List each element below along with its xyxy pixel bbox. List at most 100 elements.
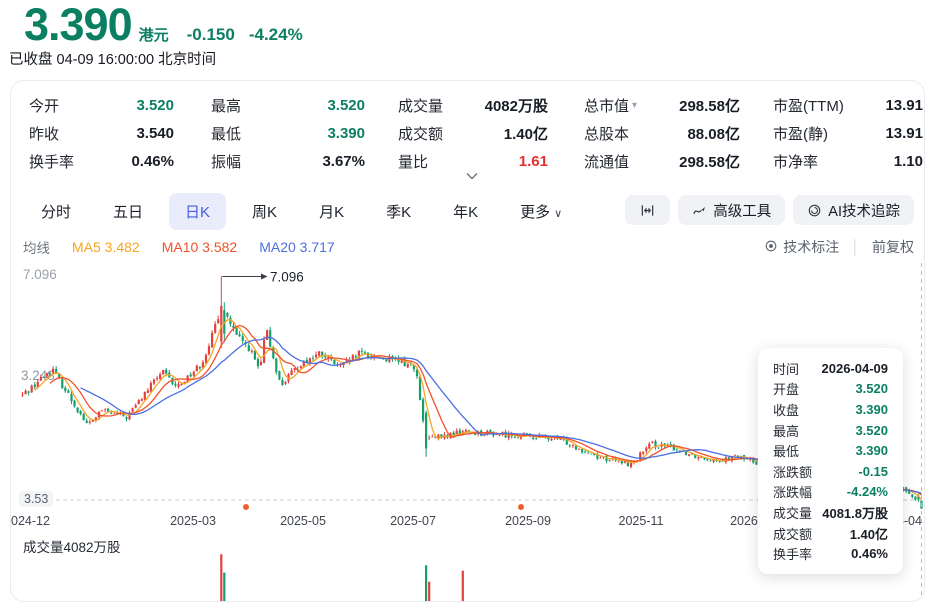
collapse-stats-chevron-icon[interactable]: [463, 169, 481, 183]
tooltip-row: 涨跌幅 -4.24%: [773, 482, 888, 503]
stat-item: 市净率 1.10: [773, 147, 923, 175]
stat-value: 1.40亿: [503, 125, 548, 143]
stat-item: 总股本 88.08亿: [584, 119, 740, 147]
divider: │: [851, 239, 860, 255]
stat-value: 3.520: [327, 96, 365, 114]
stat-label: 最低: [211, 125, 242, 143]
stat-value: 1.61: [518, 152, 548, 170]
tooltip-row: 涨跌额 -0.15: [773, 461, 888, 482]
stat-label: 总股本: [584, 125, 630, 143]
stat-label: 量比: [398, 153, 429, 171]
stat-label: 成交量: [398, 97, 444, 115]
tooltip-row: 换手率 0.46%: [773, 543, 888, 564]
currency-label: 港元: [138, 27, 169, 44]
stat-item: 最低 3.390: [211, 119, 365, 147]
ma-item-MA10: MA10 3.582: [161, 239, 238, 255]
tooltip-row: 开盘 3.520: [773, 379, 888, 400]
tab-五日[interactable]: 五日: [113, 204, 144, 221]
tab-更多[interactable]: 更多 ∨: [520, 204, 563, 221]
stat-value: 298.58亿: [679, 153, 740, 171]
current-price: 3.390: [24, 0, 133, 50]
tooltip-value: -0.15: [858, 463, 888, 479]
advanced-tools-icon: [692, 203, 707, 218]
stats-column: 今开 3.520 昨收 3.540 换手率 0.46%: [29, 91, 174, 175]
stat-value: 3.67%: [322, 152, 365, 170]
tooltip-label: 开盘: [773, 382, 800, 398]
stat-item[interactable]: 总市值 ▾ 298.58亿: [584, 91, 740, 119]
tooltip-row: 时间 2026-04-09: [773, 358, 888, 379]
stat-item: 今开 3.520: [29, 91, 174, 119]
chevron-down-icon: ∨: [554, 208, 563, 220]
tooltip-label: 最低: [773, 444, 800, 460]
tab-年K[interactable]: 年K: [453, 204, 479, 221]
stat-value: 88.08亿: [687, 125, 740, 143]
x-axis-label: 2024-12: [11, 514, 50, 528]
ma-item-MA5: MA5 3.482: [72, 239, 140, 255]
stat-item: 市盈(静) 13.91: [773, 119, 923, 147]
技术标注-toggle[interactable]: 技术标注: [764, 237, 839, 257]
x-axis-label: 2025-09: [505, 514, 551, 528]
stat-item: 最高 3.520: [211, 91, 365, 119]
stat-item: 成交额 1.40亿: [398, 119, 548, 147]
stat-value: 13.91: [885, 124, 923, 142]
stat-label: 昨收: [29, 125, 60, 143]
tab-日K[interactable]: 日K: [169, 193, 227, 230]
tooltip-label: 收盘: [773, 402, 800, 418]
tooltip-row: 成交额 1.40亿: [773, 523, 888, 544]
tooltip-value: 3.390: [855, 443, 888, 459]
ma-item-MA20: MA20 3.717: [259, 239, 335, 255]
stat-label: 换手率: [29, 153, 75, 171]
stat-value: 0.46%: [131, 152, 174, 170]
dropdown-arrow-icon: ▾: [632, 99, 638, 111]
tooltip-value: 4081.8万股: [822, 505, 888, 521]
volume-pane-label: 成交量4082万股: [23, 540, 121, 555]
stat-label: 流通值: [584, 153, 630, 171]
peak-annotation-text: 7.096: [270, 270, 304, 285]
stat-label: 成交额: [398, 125, 444, 143]
前复权-toggle[interactable]: 前复权: [872, 239, 914, 255]
tooltip-label: 涨跌幅: [773, 485, 813, 501]
period-tabs: 分时 五日 日K 周K 月K 季K 年K 更多 ∨: [25, 193, 578, 230]
ma-legend: 均线 MA5 3.482 MA10 3.582 MA20 3.717: [23, 237, 335, 257]
stat-item: 昨收 3.540: [29, 119, 174, 147]
stat-value: 3.540: [136, 124, 174, 142]
ai-tracking-icon: [807, 203, 822, 218]
expand-chart-icon: [640, 203, 655, 218]
stat-label: 最高: [211, 97, 242, 115]
tab-周K[interactable]: 周K: [252, 204, 278, 221]
stat-label: 市盈(静): [773, 125, 828, 143]
expand-chart-button[interactable]: [625, 195, 671, 225]
stat-value: 4082万股: [484, 97, 548, 115]
stat-value: 3.390: [327, 124, 365, 142]
tab-月K[interactable]: 月K: [319, 204, 345, 221]
stat-label: 总市值 ▾: [584, 97, 638, 115]
tab-分时[interactable]: 分时: [41, 204, 72, 221]
x-axis-label: 2025-05: [280, 514, 326, 528]
tooltip-value: 3.520: [855, 422, 888, 438]
event-marker-dot[interactable]: [518, 504, 524, 510]
stat-label: 振幅: [211, 153, 242, 171]
y-axis-max-label: 7.096: [23, 267, 57, 282]
eye-icon: [764, 239, 778, 256]
tooltip-row: 成交量 4081.8万股: [773, 502, 888, 523]
tooltip-row: 收盘 3.390: [773, 399, 888, 420]
高级工具-button[interactable]: 高级工具: [678, 195, 786, 225]
tooltip-row: 最高 3.520: [773, 420, 888, 441]
stat-value: 3.520: [136, 96, 174, 114]
tooltip-label: 成交量: [773, 505, 813, 521]
tooltip-value: 3.520: [855, 381, 888, 397]
AI技术追踪-button[interactable]: AI技术追踪: [793, 195, 914, 225]
stat-value: 298.58亿: [679, 97, 740, 115]
peak-annotation-arrow-icon: [261, 273, 268, 280]
tooltip-value: 3.390: [855, 401, 888, 417]
chart-settings: 技术标注 │ 前复权: [764, 237, 914, 257]
tooltip-value: -4.24%: [846, 484, 888, 500]
ma-legend-title: 均线: [23, 241, 50, 256]
tab-季K[interactable]: 季K: [386, 204, 412, 221]
stats-column: 市盈(TTM) 13.91 市盈(静) 13.91 市净率 1.10: [773, 91, 923, 175]
price-change: -0.150: [186, 25, 235, 44]
event-marker-dot[interactable]: [243, 504, 249, 510]
y-min-price-pill: 3.53: [19, 491, 54, 507]
stat-label: 市盈(TTM): [773, 97, 844, 115]
stats-column: 最高 3.520 最低 3.390 振幅 3.67%: [211, 91, 365, 175]
